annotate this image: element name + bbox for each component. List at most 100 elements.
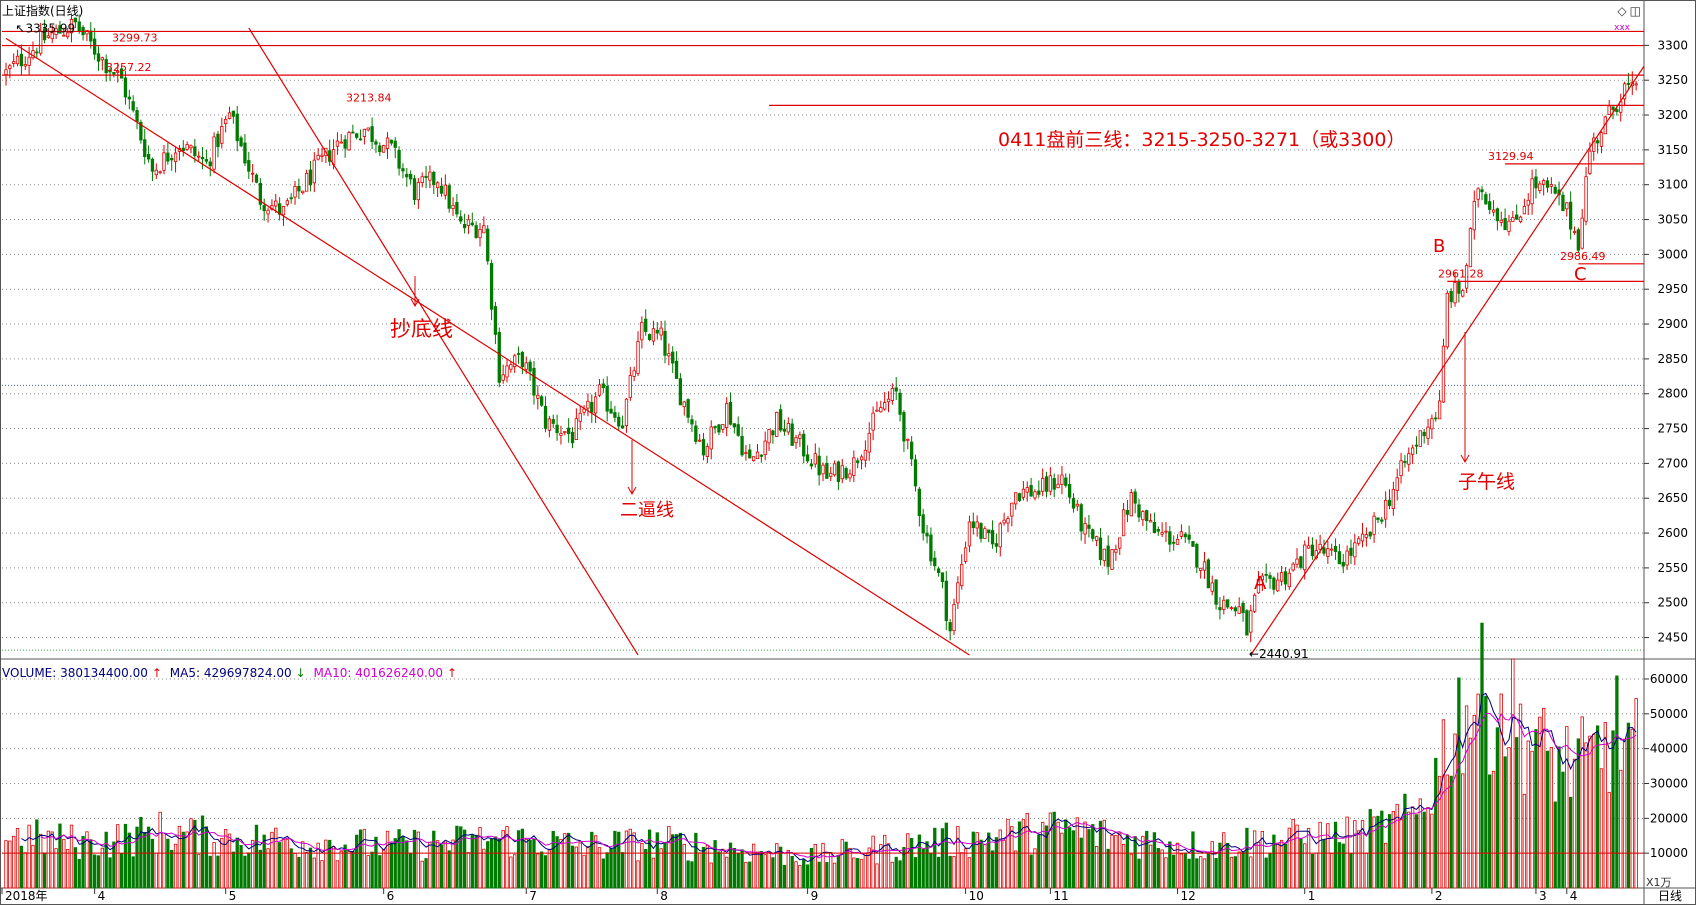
candle-body <box>46 35 51 38</box>
volume-bar <box>967 857 972 889</box>
candle-body <box>690 419 694 425</box>
candle-body <box>316 155 320 160</box>
volume-bar <box>1106 848 1110 889</box>
volume-bar <box>173 843 178 889</box>
volume-bar <box>832 862 837 889</box>
candle-body <box>412 178 417 201</box>
candle-body <box>1418 430 1422 447</box>
volume-bar <box>158 811 162 889</box>
candle-body <box>1175 538 1180 545</box>
price-tick-label: 2450 <box>1657 631 1688 645</box>
volume-bar <box>378 855 382 889</box>
candle-body <box>1037 490 1041 495</box>
ziwu-label: 子午线 <box>1458 471 1515 493</box>
volume-bar <box>1511 658 1515 889</box>
candle-body <box>1495 208 1500 222</box>
candle-body <box>501 374 505 381</box>
volume-bar <box>85 831 89 889</box>
candle-body <box>154 169 158 176</box>
volume-bar <box>1622 738 1627 889</box>
volume-bar <box>23 852 27 889</box>
price-tick-label: 2750 <box>1657 422 1688 436</box>
candle-body <box>370 126 374 143</box>
candle-body <box>1029 485 1033 497</box>
candle-body <box>1133 491 1137 504</box>
volume-bar <box>227 833 232 889</box>
candle-body <box>1414 444 1419 447</box>
candle-body <box>466 219 471 226</box>
volume-bar <box>987 832 991 889</box>
volume-bar <box>1461 773 1465 889</box>
candle-body <box>971 521 975 529</box>
candle-body <box>197 155 201 158</box>
candle-body <box>66 32 70 38</box>
panel-toggle-icon[interactable]: ◫ <box>1629 4 1644 18</box>
candle-body <box>728 401 733 425</box>
volume-bar <box>613 830 617 889</box>
volume-bar <box>100 847 104 889</box>
diamond-icon[interactable]: ◇ <box>1617 4 1630 18</box>
volume-bar <box>505 826 509 889</box>
volume-bar <box>1314 852 1318 889</box>
candle-body <box>902 412 906 442</box>
volume-bar <box>817 861 821 889</box>
candle-body <box>85 29 89 35</box>
candle-body <box>1599 132 1604 147</box>
candle-body <box>1252 594 1257 612</box>
candle-body <box>1010 502 1014 517</box>
volume-bar <box>1152 832 1157 889</box>
candle-body <box>829 472 833 477</box>
volume-bar <box>1041 821 1045 889</box>
volume-bar <box>1287 827 1291 889</box>
candle-body <box>1499 219 1503 223</box>
volume-bar <box>1118 832 1122 889</box>
volume-bar <box>81 835 85 889</box>
candle-body <box>1568 201 1573 230</box>
candle-body <box>1098 537 1103 561</box>
candle-body <box>748 449 752 459</box>
volume-bar <box>1584 742 1588 889</box>
candle-body <box>744 452 748 455</box>
volume-bar <box>1187 858 1191 889</box>
volume-bar <box>636 860 640 889</box>
date-tick-label: 4 <box>98 889 106 903</box>
volume-bar <box>393 838 397 889</box>
volume-bar <box>1033 848 1037 889</box>
volume-bar <box>1252 830 1257 889</box>
volume-bar <box>166 838 170 889</box>
volume-bar <box>821 842 825 889</box>
volume-bar <box>528 839 532 889</box>
candle-body <box>1407 453 1411 465</box>
volume-bar <box>856 858 860 889</box>
candle-body <box>355 133 359 138</box>
volume-bar <box>1426 807 1430 889</box>
volume-bar <box>563 833 567 889</box>
candle-body <box>825 462 829 479</box>
window-icons[interactable]: ◇◫ <box>1617 4 1644 18</box>
volume-bar <box>1383 842 1388 889</box>
candle-body <box>844 468 848 479</box>
volume-bar <box>96 855 101 889</box>
volume-bar <box>1064 819 1068 889</box>
candle-body <box>586 400 590 409</box>
candle-body <box>859 456 864 461</box>
point-c-label: C <box>1574 264 1587 285</box>
price-tick-label: 3250 <box>1657 73 1688 87</box>
candle-body <box>73 17 78 23</box>
candle-body <box>705 446 710 457</box>
volume-bar <box>794 861 798 889</box>
volume-bar <box>1522 793 1527 889</box>
date-tick-label: 7 <box>529 889 537 903</box>
erbi-label: 二逼线 <box>620 500 674 521</box>
volume-bar <box>1468 737 1473 889</box>
candle-body <box>1160 532 1164 535</box>
volume-bar <box>54 848 58 889</box>
candle-body <box>1445 292 1449 348</box>
candle-body <box>1511 217 1515 222</box>
volume-bar <box>1276 842 1280 889</box>
volume-bar <box>1279 839 1284 889</box>
volume-bar <box>1067 827 1072 889</box>
volume-bar <box>1599 768 1604 889</box>
volume-bar <box>1357 830 1361 889</box>
